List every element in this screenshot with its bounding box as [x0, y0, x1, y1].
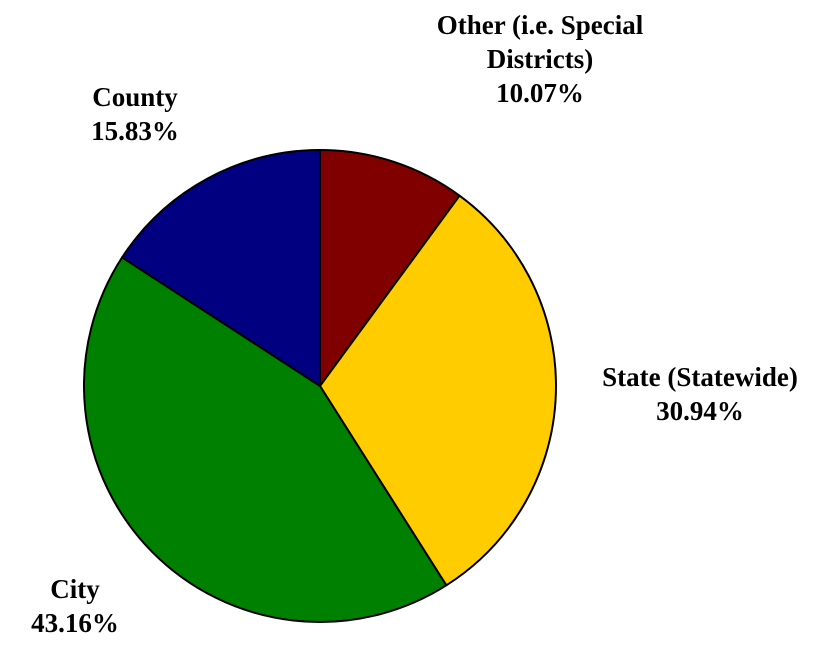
- value-label: 15.83%: [91, 116, 179, 146]
- value-label: 10.07%: [496, 78, 584, 108]
- pie-slice: [121, 149, 321, 387]
- slice-label: State (Statewide) 30.94%: [565, 360, 835, 428]
- category-label: State (Statewide): [602, 362, 798, 392]
- slice-label: Other (i.e. Special Districts) 10.07%: [390, 8, 690, 110]
- category-label: Other (i.e. Special Districts): [436, 10, 644, 74]
- value-label: 30.94%: [656, 396, 744, 426]
- category-label: City: [50, 574, 100, 604]
- slice-label: City 43.16%: [5, 572, 145, 640]
- slice-label: County 15.83%: [55, 80, 215, 148]
- pie-slice: [83, 256, 448, 623]
- pie-slice: [319, 149, 461, 387]
- value-label: 43.16%: [31, 608, 119, 638]
- category-label: County: [92, 82, 178, 112]
- pie-slice: [319, 194, 557, 587]
